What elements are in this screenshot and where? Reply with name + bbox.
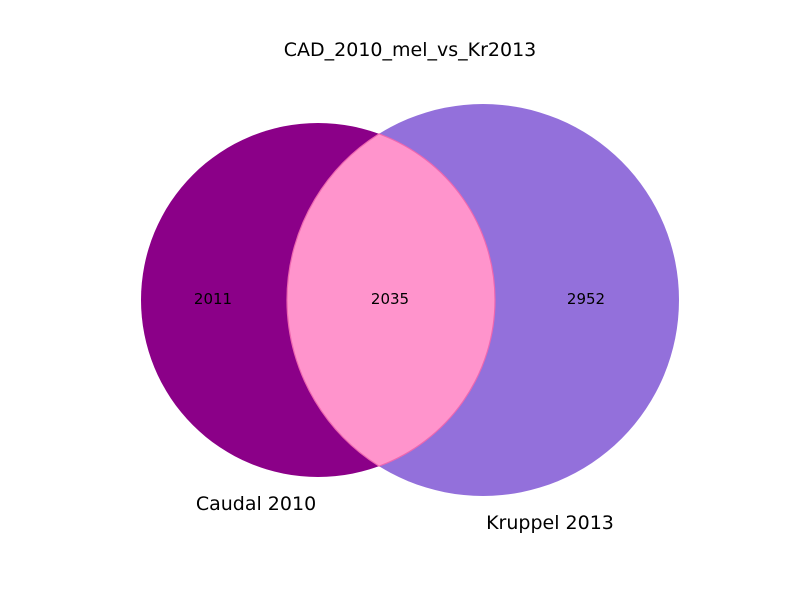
intersection-region	[286, 133, 496, 467]
intersection-count: 2035	[371, 290, 409, 308]
kruppel-2013-label: Kruppel 2013	[486, 512, 614, 534]
caudal-2010-only-count: 2011	[194, 290, 232, 308]
caudal-2010-label: Caudal 2010	[196, 493, 316, 515]
diagram-title: CAD_2010_mel_vs_Kr2013	[284, 39, 537, 61]
kruppel-2013-only-count: 2952	[567, 290, 605, 308]
